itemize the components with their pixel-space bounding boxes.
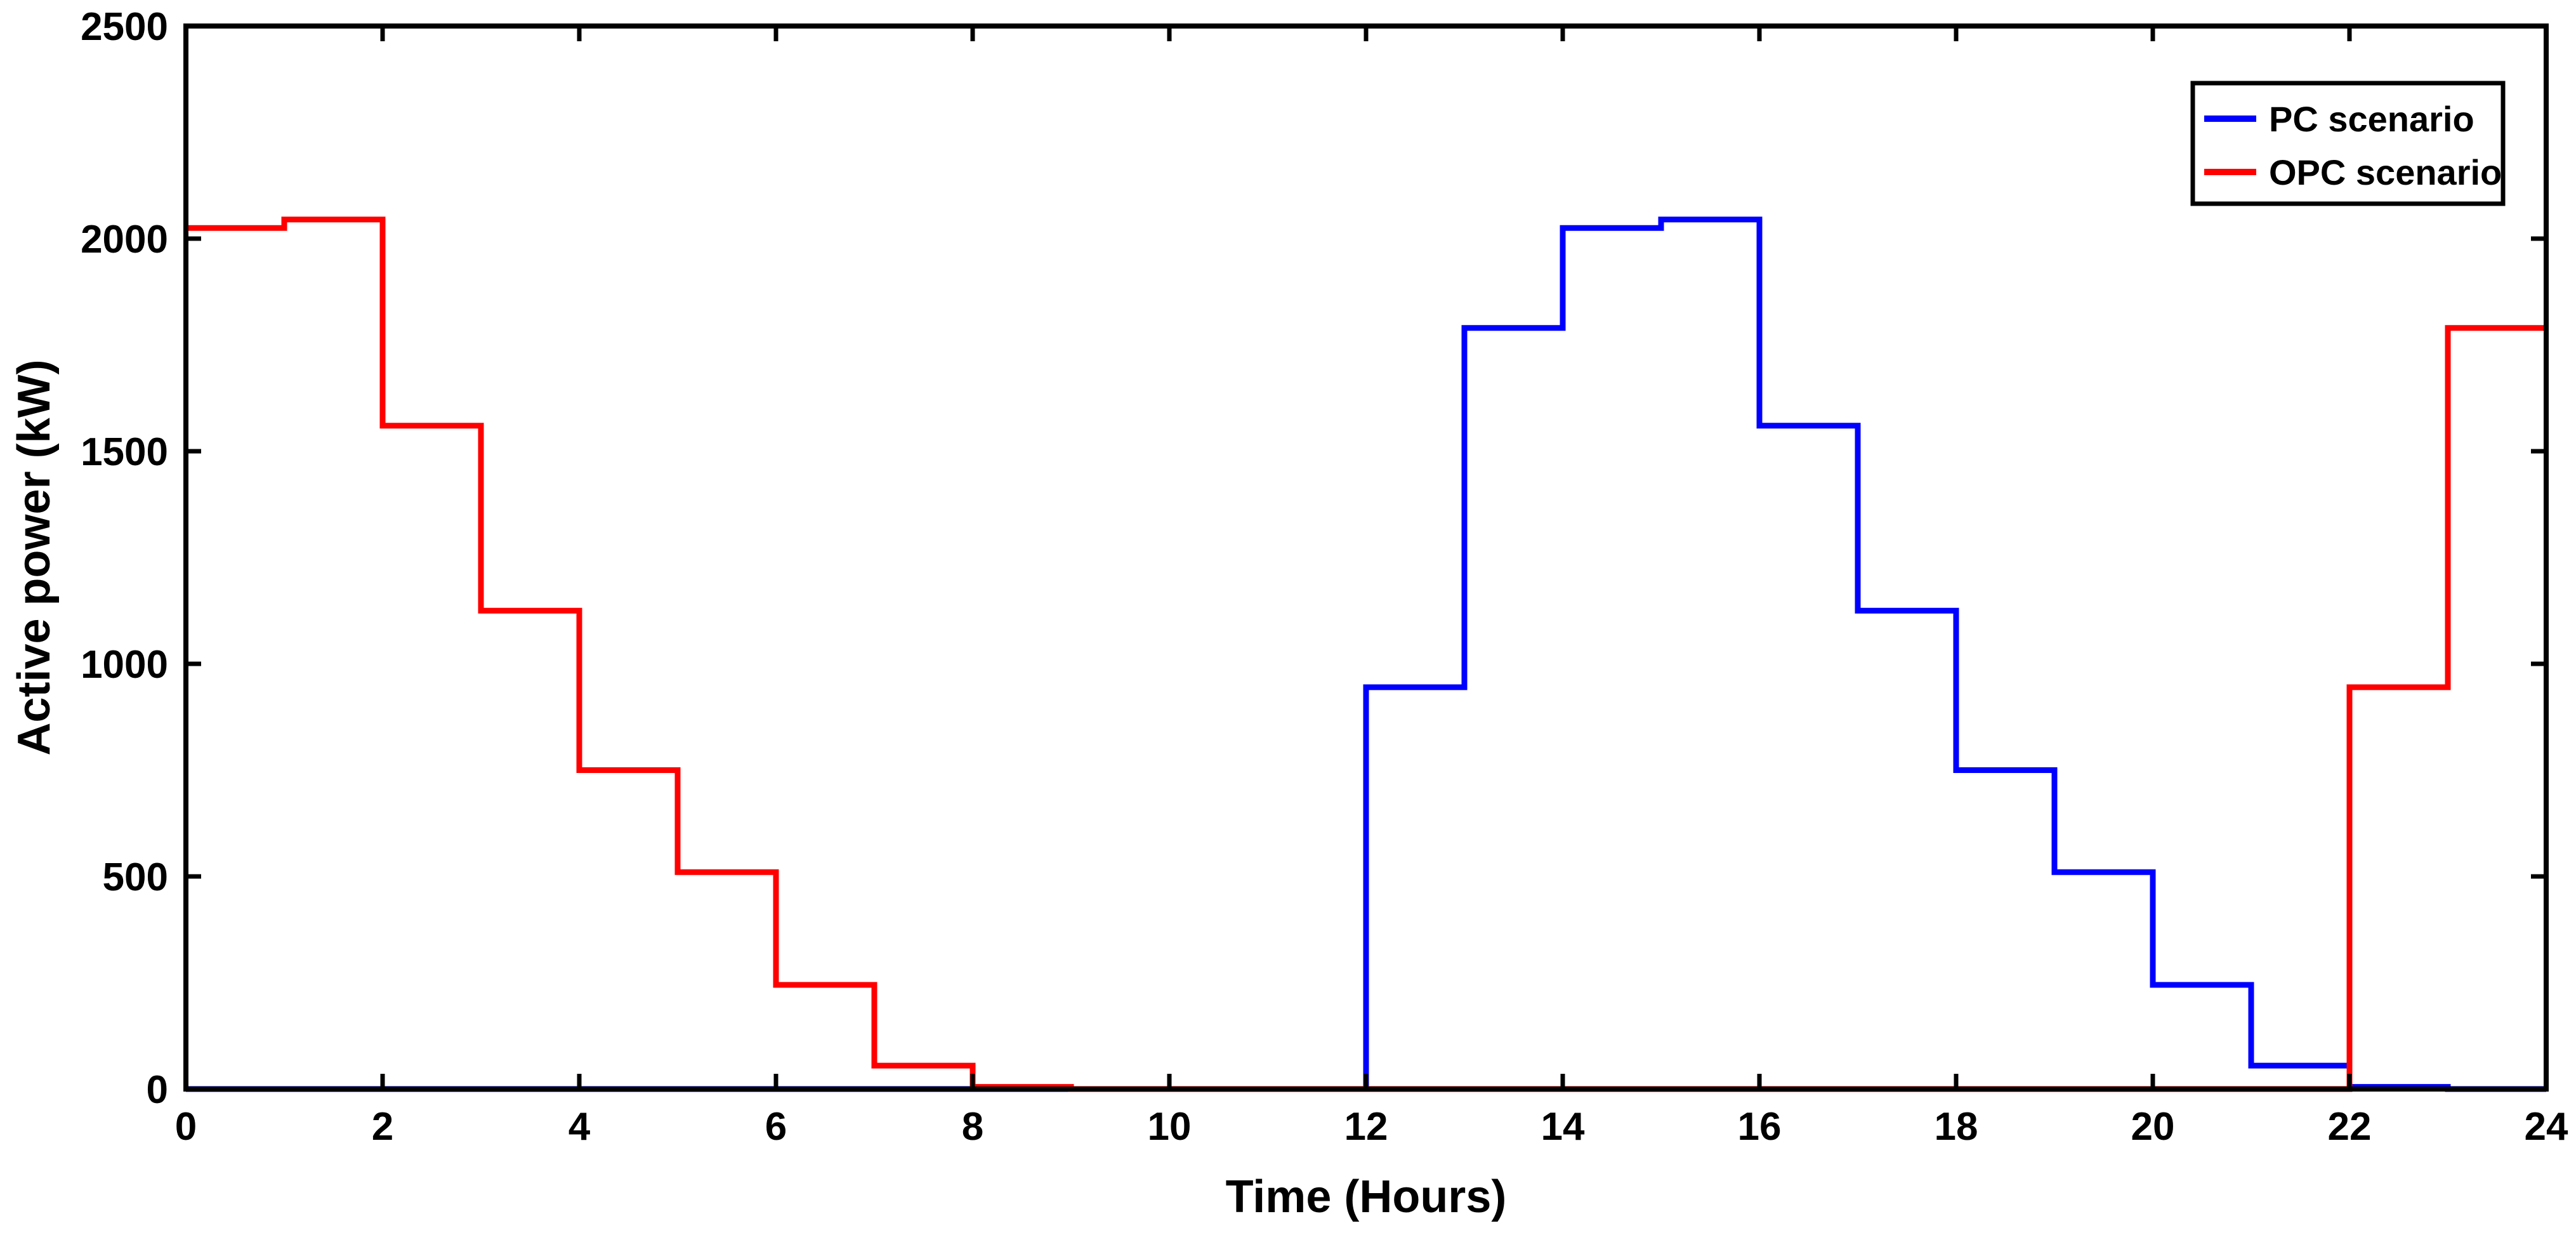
x-tick-label: 2	[372, 1105, 393, 1149]
legend-label-1: OPC scenario	[2269, 152, 2502, 192]
legend-label-0: PC scenario	[2269, 99, 2474, 139]
x-tick-label: 12	[1344, 1105, 1388, 1149]
y-tick-label: 500	[103, 855, 168, 899]
x-tick-label: 8	[962, 1105, 983, 1149]
x-tick-label: 18	[1935, 1105, 1978, 1149]
y-tick-label: 0	[147, 1068, 168, 1112]
x-tick-label: 0	[175, 1105, 197, 1149]
y-axis-title: Active power (kW)	[9, 359, 60, 755]
x-tick-label: 10	[1148, 1105, 1192, 1149]
x-tick-label: 22	[2328, 1105, 2372, 1149]
x-tick-label: 6	[765, 1105, 787, 1149]
y-tick-label: 1000	[81, 643, 168, 687]
x-axis-title: Time (Hours)	[1226, 1172, 1507, 1222]
x-tick-label: 20	[2131, 1105, 2175, 1149]
x-tick-label: 14	[1541, 1105, 1585, 1149]
legend-box	[2190, 81, 2506, 206]
series-line-0	[186, 216, 2546, 1092]
x-tick-label: 24	[2525, 1105, 2568, 1149]
y-tick-label: 1500	[81, 430, 168, 474]
series-layer	[186, 216, 2546, 1092]
x-tick-label: 4	[568, 1105, 591, 1149]
y-tick-label: 2000	[81, 218, 168, 261]
x-tick-label: 16	[1738, 1105, 1782, 1149]
y-tick-label: 2500	[81, 5, 168, 49]
legend: PC scenario OPC scenario	[2190, 81, 2506, 206]
axes-layer: 0 2 4 6 8 10 12 14 16 18 20 22 240500100015002000250…	[81, 5, 2568, 1149]
